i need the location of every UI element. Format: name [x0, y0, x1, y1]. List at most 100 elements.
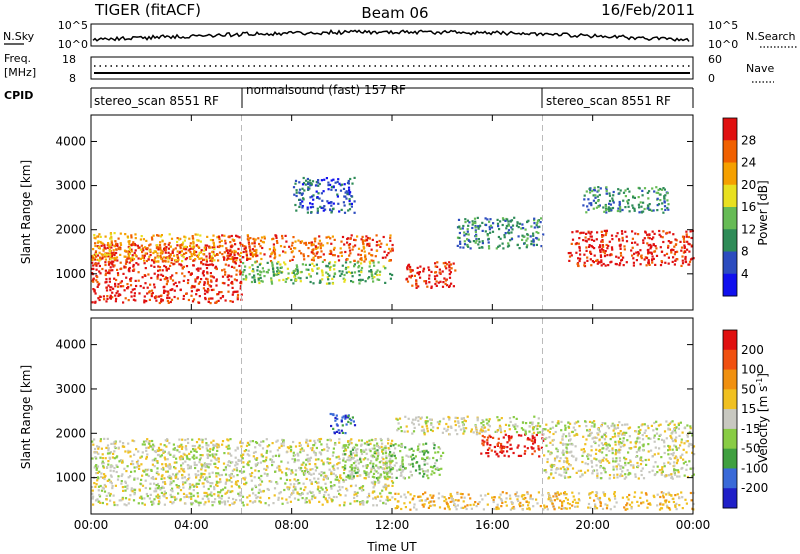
data-cells — [91, 176, 695, 305]
power-panel: 1000 2000 3000 4000 — [55, 114, 695, 311]
colorbar-swatch — [723, 409, 737, 430]
region-6 — [292, 176, 356, 214]
radar-title: TIGER (fitACF) — [94, 1, 201, 19]
colorbar-tick-label: 15 — [741, 402, 756, 416]
colorbar-swatch — [723, 251, 737, 275]
nsearch-tick-bottom: 10^0 — [708, 38, 738, 51]
velocity-colorbar-label-end: ] — [756, 373, 770, 378]
velocity-colorbar-label: Velocity [m s-1] — [755, 373, 770, 463]
freq-label-line1: Freq. — [4, 52, 31, 65]
velocity-colorbar: 200 100 50 15 -15 -50 -100 -200 — [722, 329, 768, 509]
nave-label: Nave — [746, 62, 774, 75]
colorbar-tick-label: 8 — [741, 245, 749, 259]
colorbar-swatch — [723, 207, 737, 230]
colorbar-swatch — [723, 162, 737, 186]
region-7 — [567, 229, 695, 268]
colorbar-frame — [722, 329, 738, 509]
y-tick-label: 2000 — [55, 426, 86, 440]
region-5 — [456, 216, 545, 250]
colorbar-tick-label: -100 — [741, 461, 768, 475]
colorbar-tick-label: 4 — [741, 267, 749, 281]
colorbar-tick-label: -200 — [741, 481, 768, 495]
velocity-colorbar-label-main: Velocity [m s — [756, 386, 770, 463]
freq-panel: Freq. [MHz] 18 8 60 0 Nave — [4, 52, 774, 85]
freq-tick-top: 18 — [62, 53, 76, 66]
colorbar-swatch — [723, 184, 737, 208]
colorbar-swatch — [723, 273, 737, 297]
y-tick-label: 2000 — [55, 223, 86, 237]
colorbar-swatch — [723, 389, 737, 410]
nsearch-tick-top: 10^5 — [708, 19, 738, 32]
y-tick-label: 4000 — [55, 338, 86, 352]
nave-tick-top: 60 — [708, 53, 722, 66]
panel-frame — [90, 114, 694, 311]
region-8 — [582, 186, 670, 214]
cpid-panel: CPID stereo_scan 8551 RF normalsound (fa… — [4, 83, 694, 108]
x-tick-label: 12:00 — [375, 518, 410, 532]
region-3 — [329, 412, 357, 435]
colorbar-tick-label: 50 — [741, 382, 756, 396]
power-colorbar-label: Power [dB] — [756, 180, 770, 245]
panel-frame — [90, 317, 694, 515]
colorbar-swatch — [723, 229, 737, 252]
cpid-segment-2: normalsound (fast) 157 RF — [246, 83, 406, 97]
power-colorbar: 4 8 12 16 20 24 28 — [722, 117, 756, 297]
region-0 — [91, 437, 395, 507]
colorbar-tick-label: 100 — [741, 363, 764, 377]
nsky-tick-top: 10^5 — [58, 19, 88, 32]
colorbar-tick-label: 16 — [741, 200, 756, 214]
colorbar-swatch — [723, 428, 737, 450]
nsky-tick-bottom: 10^0 — [58, 38, 88, 51]
nsearch-label: N.Search — [746, 30, 796, 43]
nsky-trace — [92, 28, 690, 42]
region-5 — [394, 491, 695, 511]
colorbar-tick-label: 28 — [741, 133, 756, 147]
colorbar-swatch — [723, 468, 737, 489]
power-ylabel: Slant Range [km] — [19, 160, 33, 264]
region-4 — [405, 261, 457, 289]
colorbar-swatch — [723, 330, 737, 351]
colorbar-swatch — [723, 118, 737, 141]
xaxis-label: Time UT — [366, 540, 417, 554]
nsky-panel: N.Sky 10^5 10^0 10^5 10^0 N.Search — [3, 19, 798, 51]
cpid-label: CPID — [4, 89, 33, 102]
x-tick-label: 04:00 — [174, 518, 209, 532]
region-6 — [395, 415, 545, 436]
velocity-panel: 1000 2000 3000 4000 00:00 04:00 08:00 12:00 16:0… — [55, 317, 711, 532]
colorbar-frame — [722, 117, 738, 297]
x-tick-label: 16:00 — [475, 518, 510, 532]
cpid-segment-3: stereo_scan 8551 RF — [546, 94, 671, 108]
y-tick-label: 1000 — [55, 267, 86, 281]
colorbar-tick-label: 12 — [741, 222, 756, 236]
colorbar-tick-label: -15 — [741, 422, 761, 436]
y-tick-label: 1000 — [55, 471, 86, 485]
x-tick-label: 08:00 — [274, 518, 309, 532]
region-4 — [543, 420, 696, 480]
region-3 — [241, 260, 394, 285]
freq-tick-bottom: 8 — [69, 72, 76, 85]
colorbar-tick-label: -50 — [741, 442, 761, 456]
colorbar-swatch — [723, 349, 737, 371]
region-1 — [91, 232, 219, 263]
colorbar-swatch — [723, 369, 737, 390]
nsky-label: N.Sky — [3, 30, 35, 43]
nave-tick-bottom: 0 — [708, 72, 715, 85]
region-2 — [480, 433, 545, 458]
colorbar-tick-label: 200 — [741, 343, 764, 357]
colorbar-swatch — [723, 448, 737, 469]
velocity-ylabel: Slant Range [km] — [19, 365, 33, 469]
velocity-colorbar-label-sup: -1 — [755, 378, 764, 386]
colorbar-swatch — [723, 488, 737, 509]
y-tick-label: 3000 — [55, 382, 86, 396]
colorbar-tick-label: 20 — [741, 178, 756, 192]
region-1 — [342, 442, 445, 480]
date-title: 16/Feb/2011 — [601, 1, 695, 19]
beam-title: Beam 06 — [361, 4, 428, 22]
y-tick-label: 3000 — [55, 179, 86, 193]
freq-label-line2: [MHz] — [4, 66, 36, 79]
x-tick-label: 00:00 — [74, 518, 109, 532]
x-tick-label: 20:00 — [575, 518, 610, 532]
x-tick-label: 00:00 — [676, 518, 711, 532]
region-2 — [217, 234, 394, 263]
